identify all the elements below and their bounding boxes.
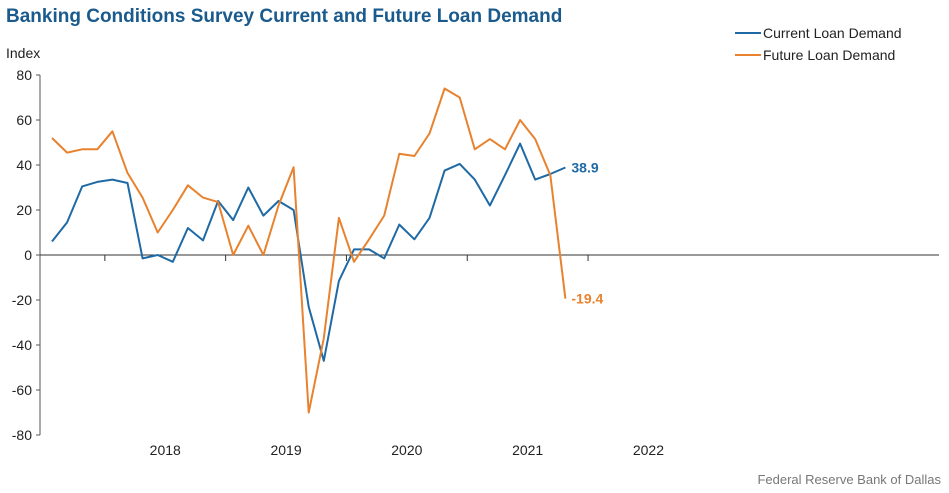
- end-value-label: 38.9: [571, 159, 598, 175]
- y-tick-label: 60: [16, 112, 32, 128]
- x-tick-label: 2022: [633, 442, 664, 458]
- y-tick-label: 0: [24, 247, 32, 263]
- series-line-future: [51, 87, 567, 414]
- y-tick-label: -80: [12, 427, 32, 443]
- legend-item-future: Future Loan Demand: [735, 44, 902, 66]
- y-tick-label: -60: [12, 382, 32, 398]
- y-tick-label: 20: [16, 202, 32, 218]
- legend-swatch-future: [735, 54, 761, 56]
- x-tick-label: 2020: [391, 442, 422, 458]
- x-tick-label: 2018: [150, 442, 181, 458]
- end-value-label: -19.4: [571, 291, 603, 307]
- legend-item-current: Current Loan Demand: [735, 22, 902, 44]
- y-tick-label: -40: [12, 337, 32, 353]
- x-tick-label: 2019: [270, 442, 301, 458]
- legend-label-future: Future Loan Demand: [763, 47, 896, 63]
- y-tick-label: 80: [16, 67, 32, 83]
- x-tick-label: 2021: [512, 442, 543, 458]
- legend: Current Loan Demand Future Loan Demand: [735, 22, 902, 66]
- legend-swatch-current: [735, 32, 761, 34]
- source-note: Federal Reserve Bank of Dallas: [757, 472, 941, 487]
- y-axis-label: Index: [6, 45, 41, 61]
- legend-label-current: Current Loan Demand: [763, 25, 902, 41]
- y-tick-label: 40: [16, 157, 32, 173]
- y-tick-label: -20: [12, 292, 32, 308]
- series-line-current: [51, 142, 566, 362]
- chart-title: Banking Conditions Survey Current and Fu…: [6, 6, 563, 27]
